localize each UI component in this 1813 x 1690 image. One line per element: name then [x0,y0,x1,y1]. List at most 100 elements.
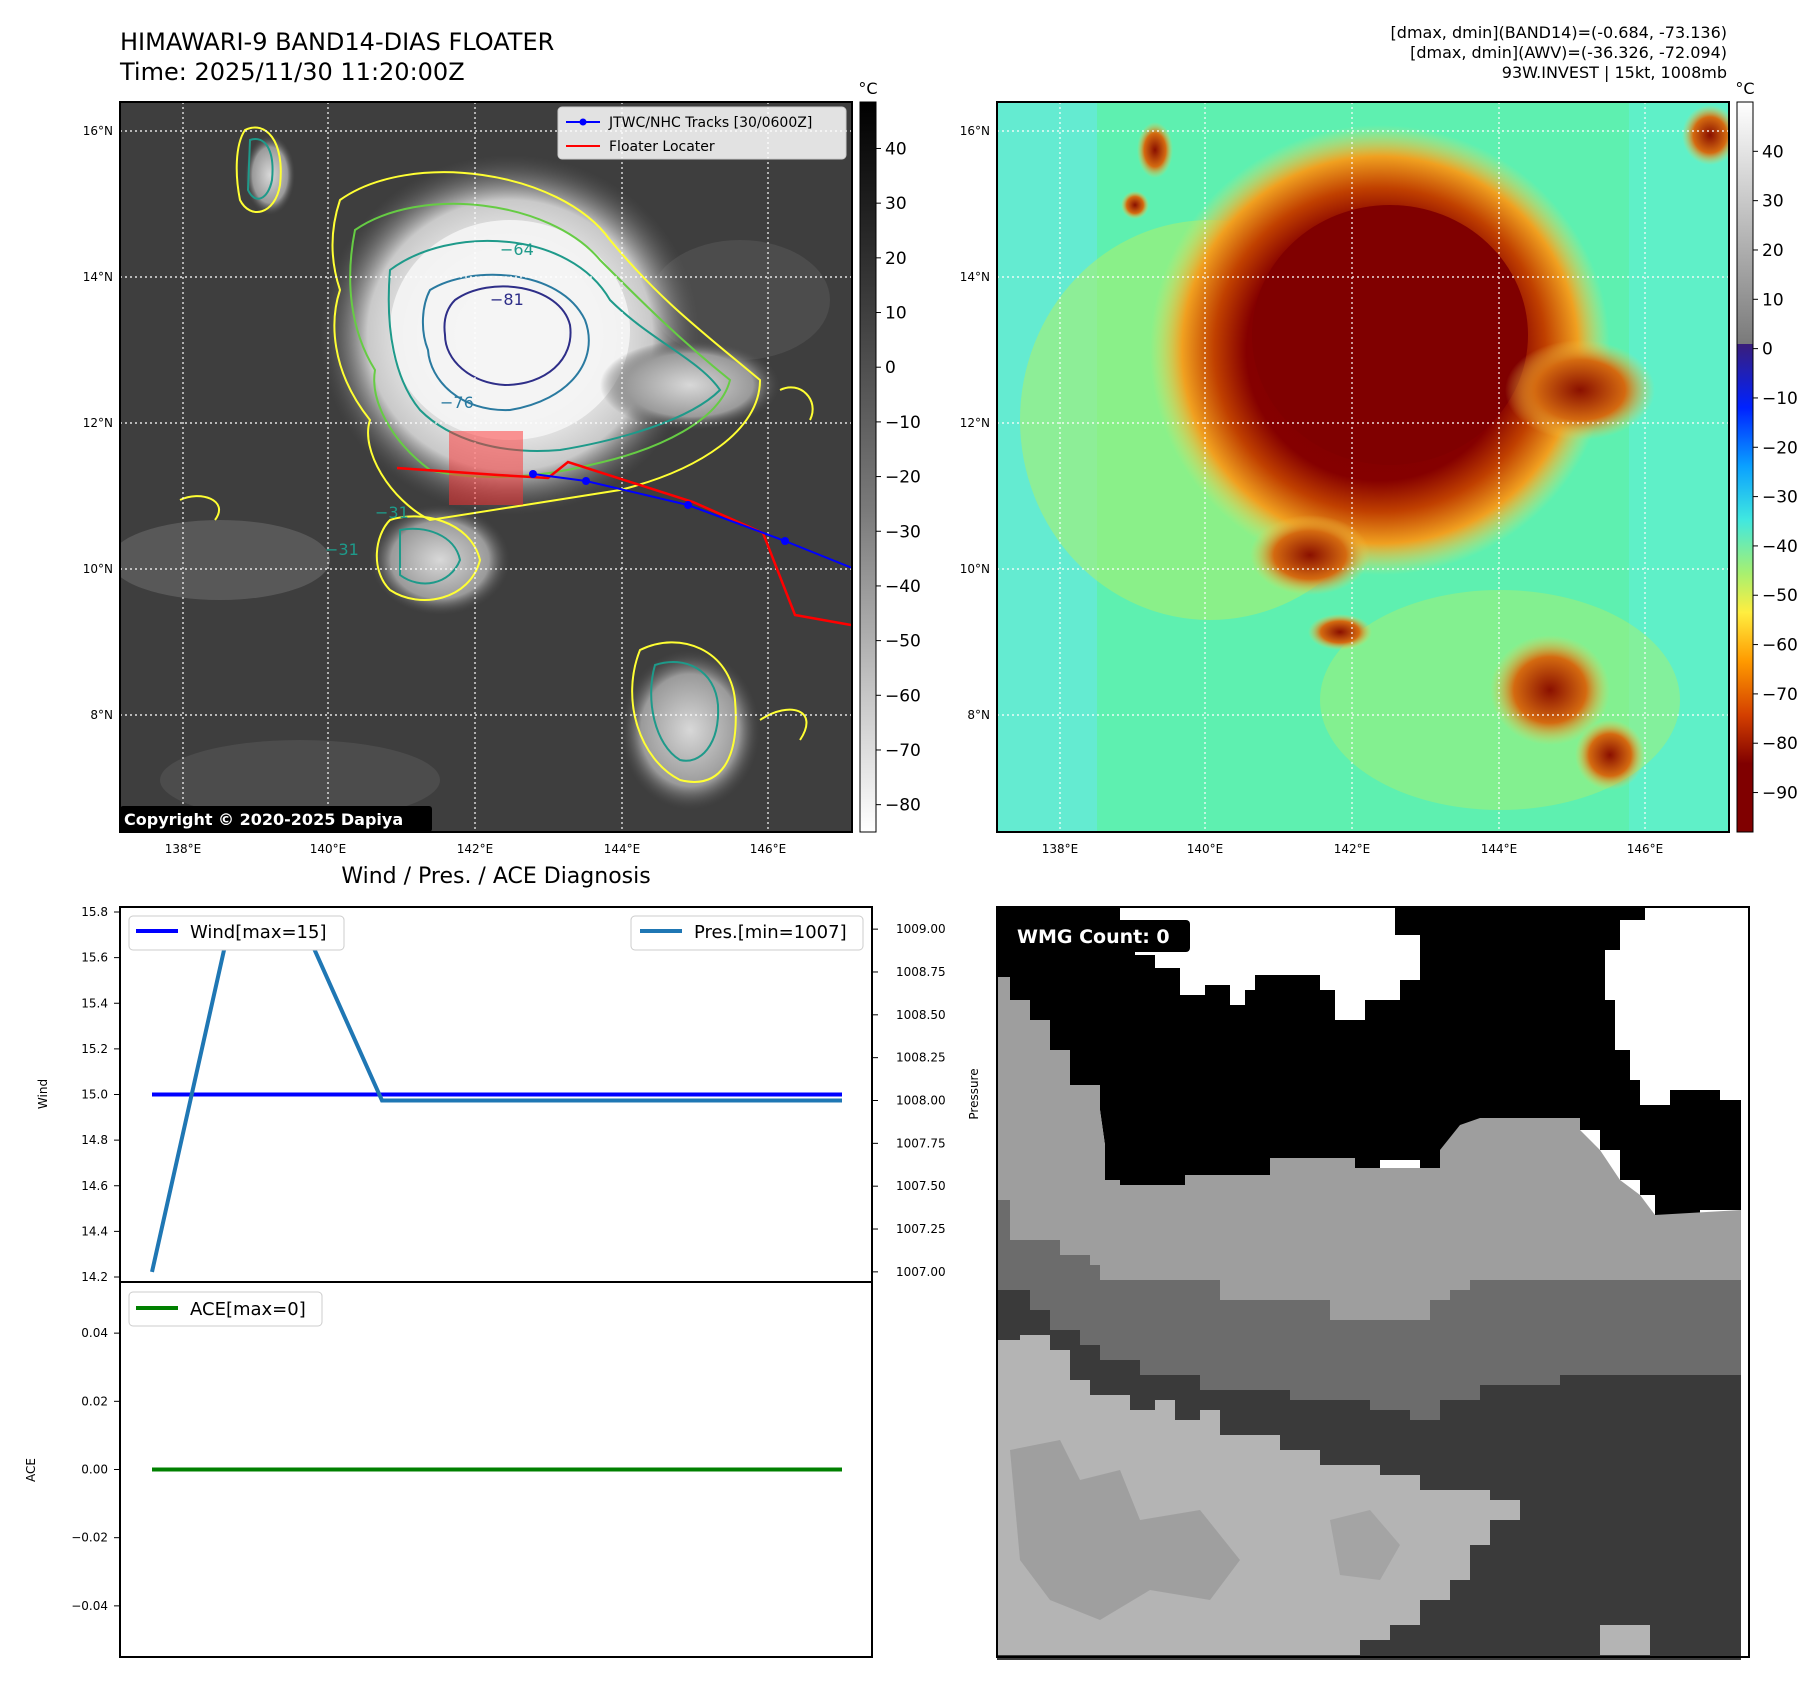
contour-label: −76 [440,393,474,412]
colorbar-tick-label: −10 [1762,389,1798,409]
colorbar-tick-label: 20 [885,249,907,269]
y-tick-label: 1008.50 [896,1008,946,1022]
colorbar-tick-label: −30 [885,522,921,542]
colorbar-tick-label: 20 [1762,241,1784,261]
lat-tick: 16°N [83,124,113,138]
y-tick-label: 15.8 [81,905,108,919]
colorbar-tick-label: 40 [885,139,907,159]
ir-map-panel: −64 −81 −76 −31 −31 [83,101,853,856]
colorbar-tick-label: −20 [1762,438,1798,458]
wind-pressure-chart: 15.8 15.6 15.4 15.2 15.0 14.8 14.6 14.4 14.2 100… [36,905,981,1284]
colorbar-tick-label: 10 [885,304,907,324]
colorbar-tick-label: −80 [1762,734,1798,754]
pressure-legend-label: Pres.[min=1007] [694,922,847,943]
y-tick-label: 14.6 [81,1179,108,1193]
stats-line1: [dmax, dmin](BAND14)=(-0.684, -73.136) [1391,23,1727,42]
copyright-text: Copyright © 2020-2025 Dapiya [124,810,403,829]
awv-map-panel: 16°N 14°N 12°N 10°N 8°N 138°E 140°E 142°… [960,101,1730,856]
wind-axis-label: Wind [36,1079,50,1109]
y-tick-label: 1008.00 [896,1093,946,1107]
lat-tick: 10°N [960,562,990,576]
y-tick-label: 1007.25 [896,1222,946,1236]
y-tick-label: 1007.75 [896,1136,946,1150]
contour-label: −81 [490,290,524,309]
lat-tick: 12°N [960,416,990,430]
stats-line3: 93W.INVEST | 15kt, 1008mb [1502,63,1727,82]
lon-tick: 142°E [457,842,494,856]
lat-tick: 16°N [960,124,990,138]
y-tick-label: 15.2 [81,1042,108,1056]
colorbar-left: °C 40 30 20 10 0 −10 −20 −30 −40 −50 −60 −70 −80 [858,79,921,833]
lat-tick: 14°N [960,270,990,284]
y-tick-label: −0.04 [71,1599,108,1613]
y-tick-label: 15.6 [81,951,108,965]
contour-label: −31 [375,503,409,522]
ace-axis-label: ACE [24,1458,38,1482]
y-tick-label: 14.4 [81,1224,108,1238]
stats-line2: [dmax, dmin](AWV)=(-36.326, -72.094) [1410,43,1727,62]
lon-tick: 142°E [1334,842,1371,856]
colorbar-tick-label: 10 [1762,290,1784,310]
legend-tracks-label: JTWC/NHC Tracks [30/0600Z] [608,115,812,131]
y-tick-label: 1007.00 [896,1265,946,1279]
y-tick-label: 1008.75 [896,965,946,979]
pressure-axis-label: Pressure [967,1068,981,1119]
y-tick-label: 0.02 [81,1394,108,1408]
colorbar-tick-label: −60 [1762,636,1798,656]
y-tick-label: 14.2 [81,1270,108,1284]
lon-tick: 138°E [165,842,202,856]
contour-label: −64 [500,240,534,259]
ace-chart: 0.04 0.02 0.00 −0.02 −0.04 ACE ACE[max=0] [24,1281,873,1658]
colorbar-tick-label: 0 [885,358,896,378]
lat-tick: 8°N [967,708,990,722]
y-tick-label: −0.02 [71,1531,108,1545]
ace-legend-label: ACE[max=0] [190,1299,306,1320]
colorbar-tick-label: −60 [885,686,921,706]
colorbar-tick-label: 30 [1762,192,1784,212]
wind-legend-label: Wind[max=15] [190,922,327,943]
colorbar-tick-label: −70 [1762,685,1798,705]
lon-tick: 138°E [1042,842,1079,856]
lat-tick: 10°N [83,562,113,576]
colorbar-tick-label: −70 [885,741,921,761]
colorbar-right: °C 40 30 20 10 0 −10 −20 −30 −40 −50 −60 −70 −80 −90 [1735,79,1798,833]
locator-track [396,460,852,627]
colorbar-unit: °C [1735,79,1754,98]
chart-title: Wind / Pres. / ACE Diagnosis [341,864,650,889]
y-tick-label: 0.00 [81,1463,108,1477]
colorbar-tick-label: 30 [885,194,907,214]
contour-label: −31 [325,540,359,559]
contour-lines [179,126,814,783]
lon-tick: 146°E [750,842,787,856]
colorbar-tick-label: 0 [1762,340,1773,360]
y-tick-label: 14.8 [81,1133,108,1147]
colorbar-tick-label: 40 [1762,142,1784,162]
lat-tick: 14°N [83,270,113,284]
colorbar-tick-label: −40 [885,577,921,597]
legend-locator-label: Floater Locater [609,139,715,155]
floater-box [449,431,523,505]
colorbar-tick-label: −90 [1762,784,1798,804]
lon-tick: 140°E [310,842,347,856]
lon-tick: 144°E [604,842,641,856]
colorbar-tick-label: −10 [885,413,921,433]
colorbar-tick-label: −50 [885,632,921,652]
colorbar-tick-label: −30 [1762,488,1798,508]
y-tick-label: 1007.50 [896,1179,946,1193]
y-tick-label: 0.04 [81,1326,108,1340]
y-tick-label: 1008.25 [896,1051,946,1065]
colorbar-tick-label: −20 [885,468,921,488]
colorbar-tick-label: −40 [1762,537,1798,557]
lat-tick: 8°N [90,708,113,722]
lat-tick: 12°N [83,416,113,430]
y-tick-label: 15.0 [81,1088,108,1102]
colorbar-tick-label: −80 [885,796,921,816]
y-tick-label: 1009.00 [896,922,946,936]
title-line2: Time: 2025/11/30 11:20:00Z [119,58,465,86]
lon-tick: 144°E [1481,842,1518,856]
wmg-panel: WMG Count: 0 [996,906,1750,1660]
lon-tick: 146°E [1627,842,1664,856]
lon-tick: 140°E [1187,842,1224,856]
colorbar-unit: °C [858,79,877,98]
wmg-count-label: WMG Count: 0 [1017,926,1170,948]
